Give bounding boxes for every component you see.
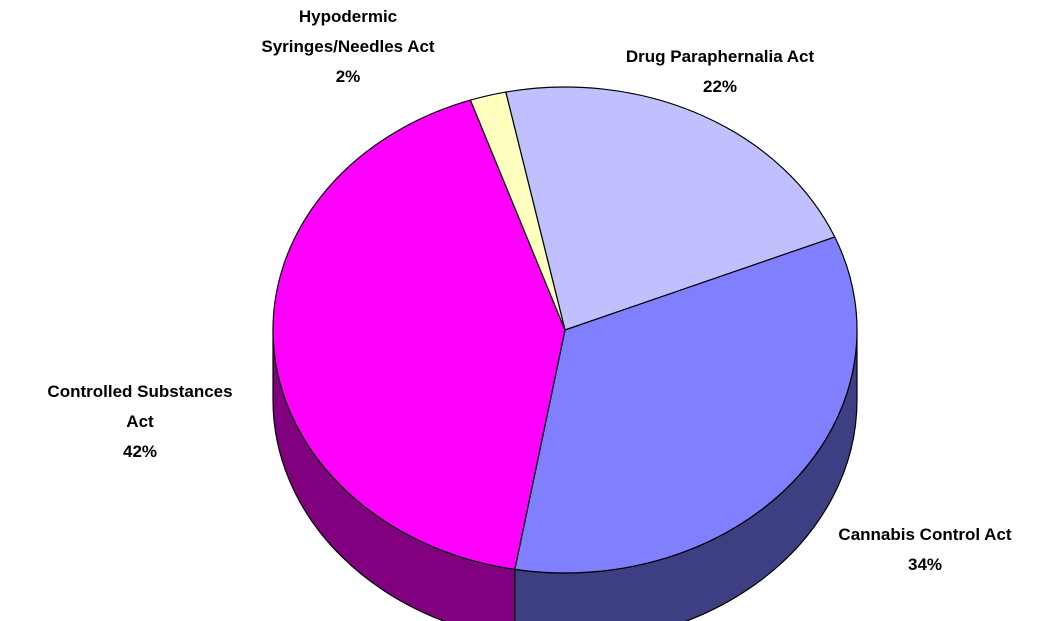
pie-slice-controlled-substances-act xyxy=(272,99,566,570)
label-hypodermic-syringes-needles-act: Hypodermic Syringes/Needles Act 2% xyxy=(218,2,478,92)
label-cannabis-control-act: Cannabis Control Act 34% xyxy=(795,520,1050,580)
pie-slices xyxy=(272,86,858,574)
label-controlled-substances-act-percent: 42% xyxy=(122,442,158,461)
label-cannabis-control-act-name-1: Cannabis Control Act xyxy=(838,525,1012,544)
pie-slice-cannabis-control-act xyxy=(514,236,858,574)
label-controlled-substances-act: Controlled Substances Act 42% xyxy=(0,377,280,467)
label-controlled-substances-act-name-2: Act xyxy=(126,412,154,431)
label-controlled-substances-act-name-1: Controlled Substances xyxy=(47,382,233,401)
label-hypodermic-percent: 2% xyxy=(335,67,361,86)
label-hypodermic-name-2: Syringes/Needles Act xyxy=(261,37,435,56)
pie-slice-drug-paraphernalia-act xyxy=(505,86,836,331)
label-cannabis-control-act-percent: 34% xyxy=(907,555,943,574)
label-drug-paraphernalia-act-name-1: Drug Paraphernalia Act xyxy=(625,47,815,66)
label-drug-paraphernalia-act: Drug Paraphernalia Act 22% xyxy=(570,42,870,102)
label-drug-paraphernalia-act-percent: 22% xyxy=(702,77,738,96)
pie-slice-hypodermic-syringes-needles-act xyxy=(469,91,566,331)
label-hypodermic-name-1: Hypodermic xyxy=(298,7,398,26)
